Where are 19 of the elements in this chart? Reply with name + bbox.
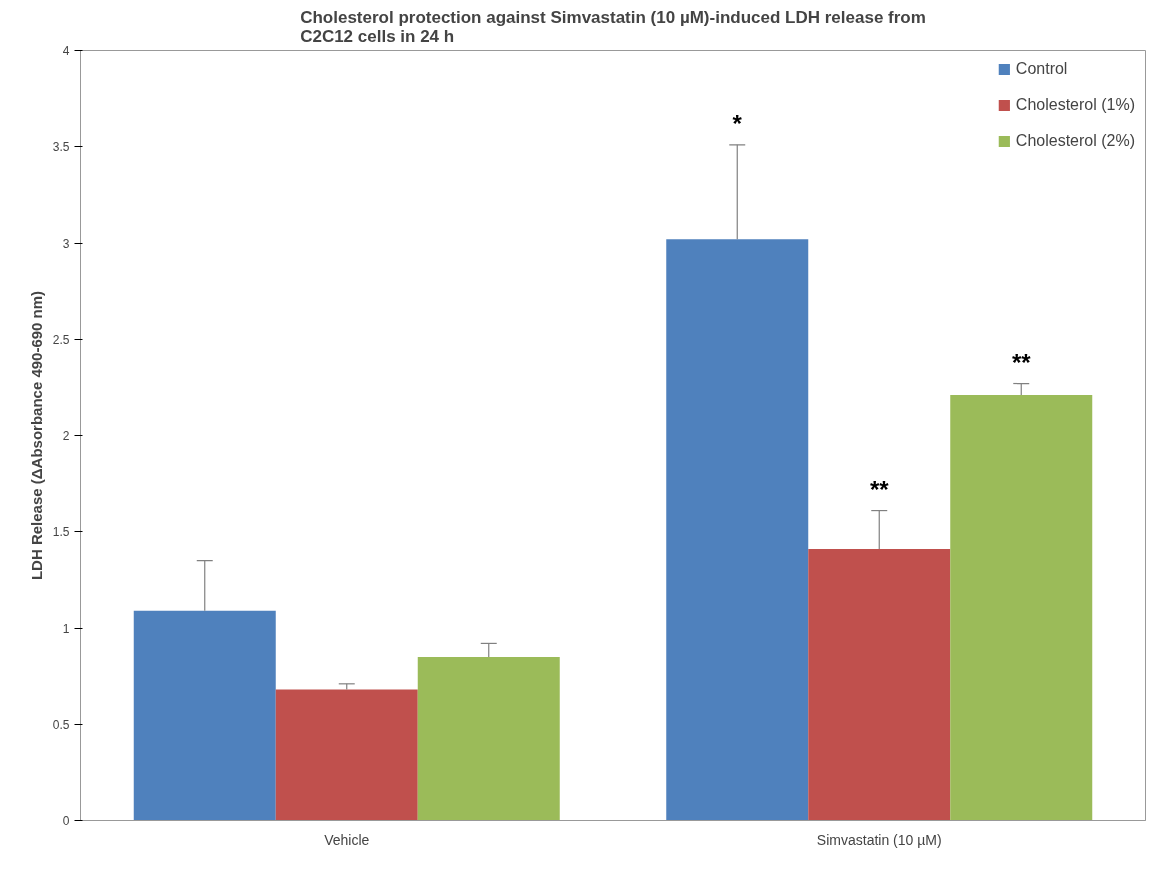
y-tick-label: 3.5	[52, 140, 70, 155]
legend-label: Control	[1015, 60, 1068, 78]
y-tick-label: 2.5	[52, 332, 70, 347]
annotation: **	[869, 475, 890, 503]
legend-label: Cholesterol (2%)	[1015, 132, 1135, 150]
y-tick-label: 0	[62, 814, 70, 828]
y-tick-label: 4	[62, 44, 70, 58]
y-tick-label: 1	[62, 621, 70, 636]
y-tick-label: 3	[62, 236, 70, 251]
y-tick-label: 0.5	[52, 717, 70, 732]
annotation: *	[732, 109, 743, 137]
y-tick-label: 1.5	[52, 525, 70, 540]
legend-label: Cholesterol (1%)	[1015, 96, 1135, 114]
annotation: **	[1011, 348, 1032, 376]
chart-title: Cholesterol protection against Simvastatin (10 µM)-induced LDH release from C2C12 cells in 24 h	[300, 7, 926, 46]
x-tick-label: Simvastatin (10 µM)	[816, 831, 942, 848]
x-tick-label: Vehicle	[324, 831, 370, 848]
y-tick-label: 2	[62, 429, 70, 443]
y-axis-title: LDH Release (ΔAbsorbance 490-690 nm)	[27, 290, 45, 581]
